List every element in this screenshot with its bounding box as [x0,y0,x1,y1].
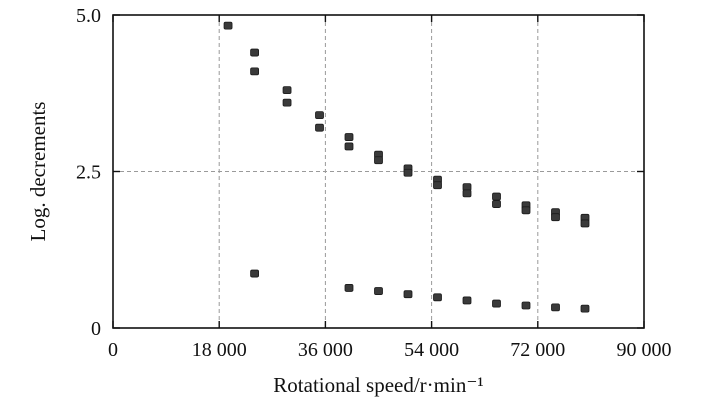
data-point [344,133,354,141]
axis-ticks [112,14,645,329]
data-point [403,168,413,177]
data-point [403,290,413,299]
x-tick-label: 90 000 [617,339,672,361]
x-axis-tick-labels: 0 18 000 36 000 54 000 72 000 90 000 [108,339,672,361]
x-tick-label: 54 000 [404,339,459,361]
data-point [374,156,383,165]
data-points [223,21,590,313]
data-point [580,304,590,313]
data-point [282,86,292,95]
data-point [462,296,472,305]
data-point [462,189,472,198]
data-point [433,293,442,302]
x-tick-label: 18 000 [192,339,247,361]
data-point [521,301,531,310]
data-point [315,111,324,120]
data-point [492,299,501,308]
data-point [580,219,590,228]
data-point [521,206,531,215]
x-tick-label: 36 000 [298,339,353,361]
data-point [344,142,354,151]
y-axis-title: Log. decrements [26,102,50,242]
data-point [250,269,260,278]
data-point [250,67,260,76]
data-point [282,98,292,107]
x-axis-title: Rotational speed/r·min⁻¹ [273,373,483,397]
data-point [492,192,501,201]
y-tick-label: 0 [91,318,101,340]
y-tick-label: 5.0 [76,5,101,27]
data-point [374,287,383,295]
data-point [433,181,442,190]
x-tick-label: 0 [108,339,118,361]
data-point [223,21,233,30]
y-axis-tick-labels: 0 2.5 5.0 [76,5,101,340]
data-point [344,284,354,292]
data-point [551,303,560,312]
y-tick-label: 2.5 [76,162,101,184]
data-point [315,123,324,132]
data-point [551,213,560,222]
data-point [492,200,501,208]
x-tick-label: 72 000 [510,339,565,361]
data-point [250,48,260,57]
grid-lines [113,15,644,328]
